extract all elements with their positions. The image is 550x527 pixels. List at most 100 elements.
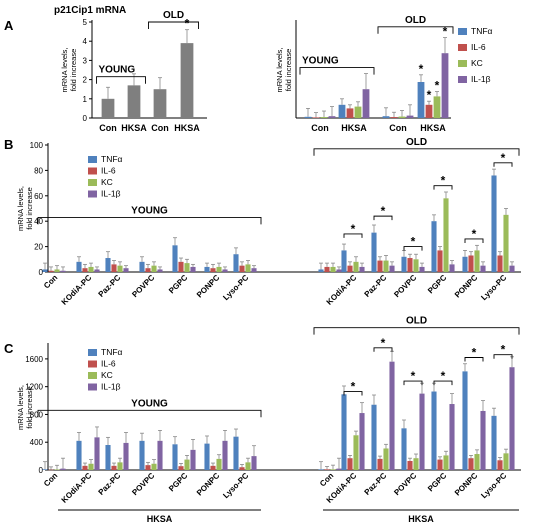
bar: [382, 116, 390, 118]
y-tick-label: 4: [83, 37, 88, 46]
legend-label: KC: [101, 370, 113, 380]
y-tick-label: 1: [83, 95, 88, 104]
bar: [157, 440, 163, 470]
bar: [76, 440, 82, 470]
legend-label: IL-6: [471, 42, 486, 52]
legend-swatch: [88, 167, 97, 175]
x-tick-label: HKSA: [174, 123, 200, 133]
x-tick-label: PONPC: [195, 273, 222, 300]
bar: [117, 462, 123, 470]
legend-swatch: [458, 76, 467, 83]
y-tick-label: 2: [83, 76, 88, 85]
bar: [145, 268, 151, 272]
x-tick-label: Paz-PC: [363, 273, 389, 299]
x-tick-label: Lyso-PC: [221, 471, 250, 500]
bar: [491, 415, 497, 470]
bar: [54, 469, 60, 470]
bar: [210, 268, 216, 272]
bar: [330, 469, 336, 470]
x-tick-label: POVPC: [392, 273, 418, 299]
bar: [101, 98, 115, 118]
bar: [190, 449, 196, 470]
bar: [390, 117, 398, 118]
y-tick-label: 40: [34, 217, 43, 226]
legend-label: IL-1β: [101, 382, 121, 392]
bar: [413, 259, 419, 272]
significance-bracket: [343, 391, 363, 396]
bar: [105, 445, 111, 470]
legend-swatch: [88, 360, 97, 368]
bar: [441, 53, 449, 119]
bar: [338, 104, 346, 118]
panel-letter-c: C: [4, 341, 14, 356]
bar: [139, 261, 145, 272]
legend-label: IL-1β: [101, 189, 121, 199]
y-axis-label: mRNA levels,: [60, 47, 69, 92]
bar: [318, 269, 324, 272]
bar: [318, 469, 324, 470]
bar: [425, 104, 433, 118]
legend-swatch: [458, 28, 467, 35]
significance-star: *: [381, 336, 386, 350]
x-tick-label: POVPC: [130, 273, 156, 299]
x-tick-label: KOdiA-PC: [325, 273, 359, 307]
bar: [204, 266, 210, 272]
y-axis-label: mRNA levels,: [16, 385, 25, 430]
y-tick-label: 60: [34, 192, 43, 201]
bar: [406, 115, 414, 118]
significance-star: *: [419, 62, 424, 76]
significance-star: *: [443, 25, 448, 39]
bar: [417, 82, 425, 118]
significance-star: *: [411, 369, 416, 383]
bar: [123, 268, 129, 272]
bar: [180, 43, 194, 119]
significance-star: *: [472, 227, 477, 241]
bar: [346, 108, 354, 118]
bar: [42, 269, 48, 272]
y-tick-label: 800: [30, 410, 44, 419]
group-bracket: [299, 67, 375, 75]
bar: [413, 458, 419, 470]
legend-label: IL-1β: [471, 74, 491, 84]
bar: [328, 116, 336, 118]
y-tick-label: 100: [30, 141, 44, 150]
bar: [462, 371, 468, 470]
group-bracket-label: YOUNG: [131, 398, 168, 409]
y-axis-label: mRNA levels,: [16, 186, 25, 231]
group-bracket-label: YOUNG: [131, 205, 168, 216]
panel-letter-a1: A: [4, 18, 14, 33]
bar: [54, 269, 60, 272]
bar: [216, 458, 222, 470]
legend-swatch: [88, 372, 97, 379]
x-tick-label: HKSA: [121, 123, 147, 133]
bar: [178, 466, 184, 470]
group-bracket-label: YOUNG: [99, 65, 136, 76]
group-bracket: [313, 148, 520, 156]
bar: [178, 261, 184, 272]
bar: [88, 463, 94, 470]
bar: [383, 260, 389, 272]
bar: [347, 458, 353, 470]
bar: [239, 265, 245, 272]
bar: [407, 258, 413, 272]
bar: [145, 465, 151, 470]
bar: [210, 465, 216, 470]
x-tick-label: Con: [318, 471, 335, 488]
bar: [347, 265, 353, 272]
bar: [497, 460, 503, 470]
y-tick-label: 0: [83, 114, 88, 123]
significance-bracket: [433, 380, 453, 386]
bar: [48, 270, 54, 272]
significance-star: *: [427, 88, 432, 102]
bar: [503, 214, 509, 272]
bar: [443, 198, 449, 272]
x-tick-label: PONPC: [195, 471, 222, 498]
x-tick-label: POVPC: [392, 471, 418, 497]
bar: [359, 266, 365, 272]
bar: [371, 232, 377, 272]
significance-star: *: [411, 235, 416, 249]
bar: [320, 117, 328, 118]
group-bracket-label: OLD: [406, 316, 427, 327]
significance-star: *: [472, 346, 477, 360]
